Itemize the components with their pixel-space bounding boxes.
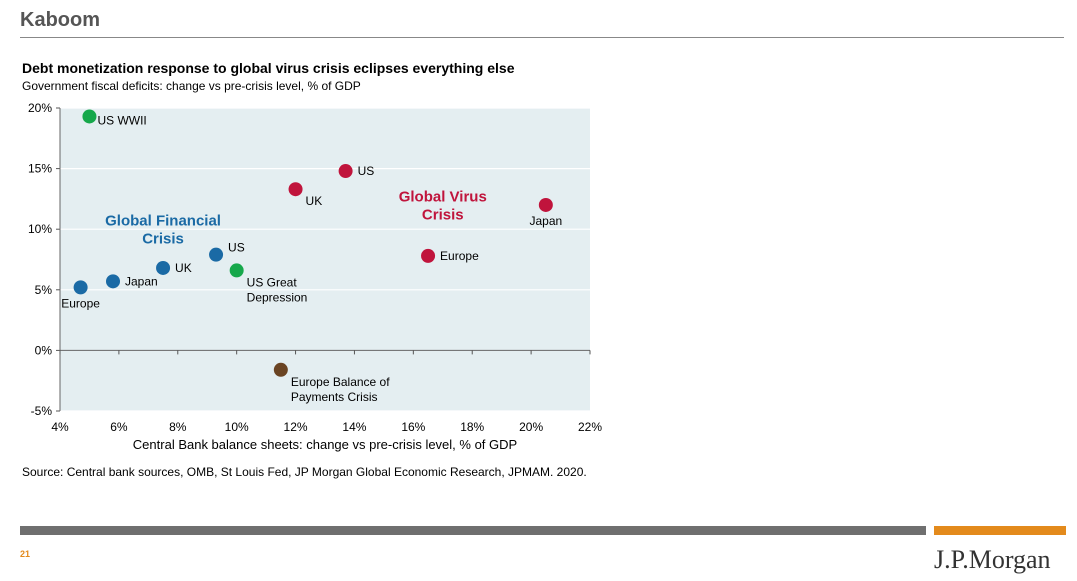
point-label: US WWII	[97, 113, 146, 127]
group-label: Crisis	[422, 206, 464, 223]
footer-accent-bar	[934, 526, 1066, 535]
axis-ticks: -5% 0% 5% 10% 15% 20% 4% 6% 8% 10% 12% 14% 16% 18% 20%…	[28, 101, 602, 434]
point-label: Europe	[440, 249, 479, 263]
y-tick-label: 10%	[28, 222, 52, 236]
point-label: UK	[175, 261, 192, 275]
point-label: US	[358, 164, 375, 178]
point-label: Europe	[61, 296, 100, 310]
x-tick-label: 14%	[342, 420, 366, 434]
x-tick-label: 18%	[460, 420, 484, 434]
y-tick-label: 5%	[35, 283, 53, 297]
data-point	[538, 197, 553, 212]
data-point	[106, 274, 120, 289]
data-point	[421, 248, 436, 263]
point-label: US Great	[247, 275, 298, 289]
x-tick-label: 4%	[51, 420, 69, 434]
point-label: US	[228, 241, 245, 255]
group-label: Global Financial	[105, 213, 221, 230]
data-point	[82, 109, 97, 124]
group-label: Global Virus	[399, 188, 487, 205]
x-tick-label: 16%	[401, 420, 425, 434]
page-number: 21	[20, 549, 31, 559]
y-tick-label: 20%	[28, 101, 52, 115]
data-point	[209, 247, 224, 262]
group-label: Crisis	[142, 231, 184, 248]
y-tick-label: 0%	[35, 343, 53, 357]
x-tick-label: 8%	[169, 420, 187, 434]
slide-title: Kaboom	[20, 9, 100, 31]
data-point	[338, 164, 353, 179]
data-point	[156, 260, 171, 275]
plot-background	[60, 108, 590, 411]
x-axis-label: Central Bank balance sheets: change vs p…	[133, 437, 517, 452]
y-tick-label: -5%	[31, 404, 53, 418]
x-tick-label: 20%	[519, 420, 543, 434]
x-tick-label: 6%	[110, 420, 128, 434]
point-label: Japan	[529, 214, 562, 228]
data-point	[288, 182, 303, 197]
point-label: UK	[306, 194, 323, 208]
jpmorgan-logo: J.P.Morgan	[934, 545, 1051, 574]
point-label: Payments Crisis	[291, 390, 378, 404]
point-label: Europe Balance of	[291, 375, 390, 389]
chart-subtitle: Government fiscal deficits: change vs pr…	[22, 79, 361, 93]
data-point	[73, 280, 88, 295]
data-point	[229, 263, 244, 278]
data-point	[273, 362, 288, 377]
x-tick-label: 10%	[225, 420, 249, 434]
source-note: Source: Central bank sources, OMB, St Lo…	[22, 465, 587, 479]
data-points	[73, 109, 553, 377]
chart-title: Debt monetization response to global vir…	[22, 60, 515, 76]
point-label: Japan	[125, 274, 158, 288]
title-divider	[20, 37, 1064, 38]
footer-bar	[20, 526, 926, 535]
point-label: Depression	[247, 290, 308, 304]
x-tick-label: 22%	[578, 420, 602, 434]
x-tick-label: 12%	[284, 420, 308, 434]
y-tick-label: 15%	[28, 162, 52, 176]
